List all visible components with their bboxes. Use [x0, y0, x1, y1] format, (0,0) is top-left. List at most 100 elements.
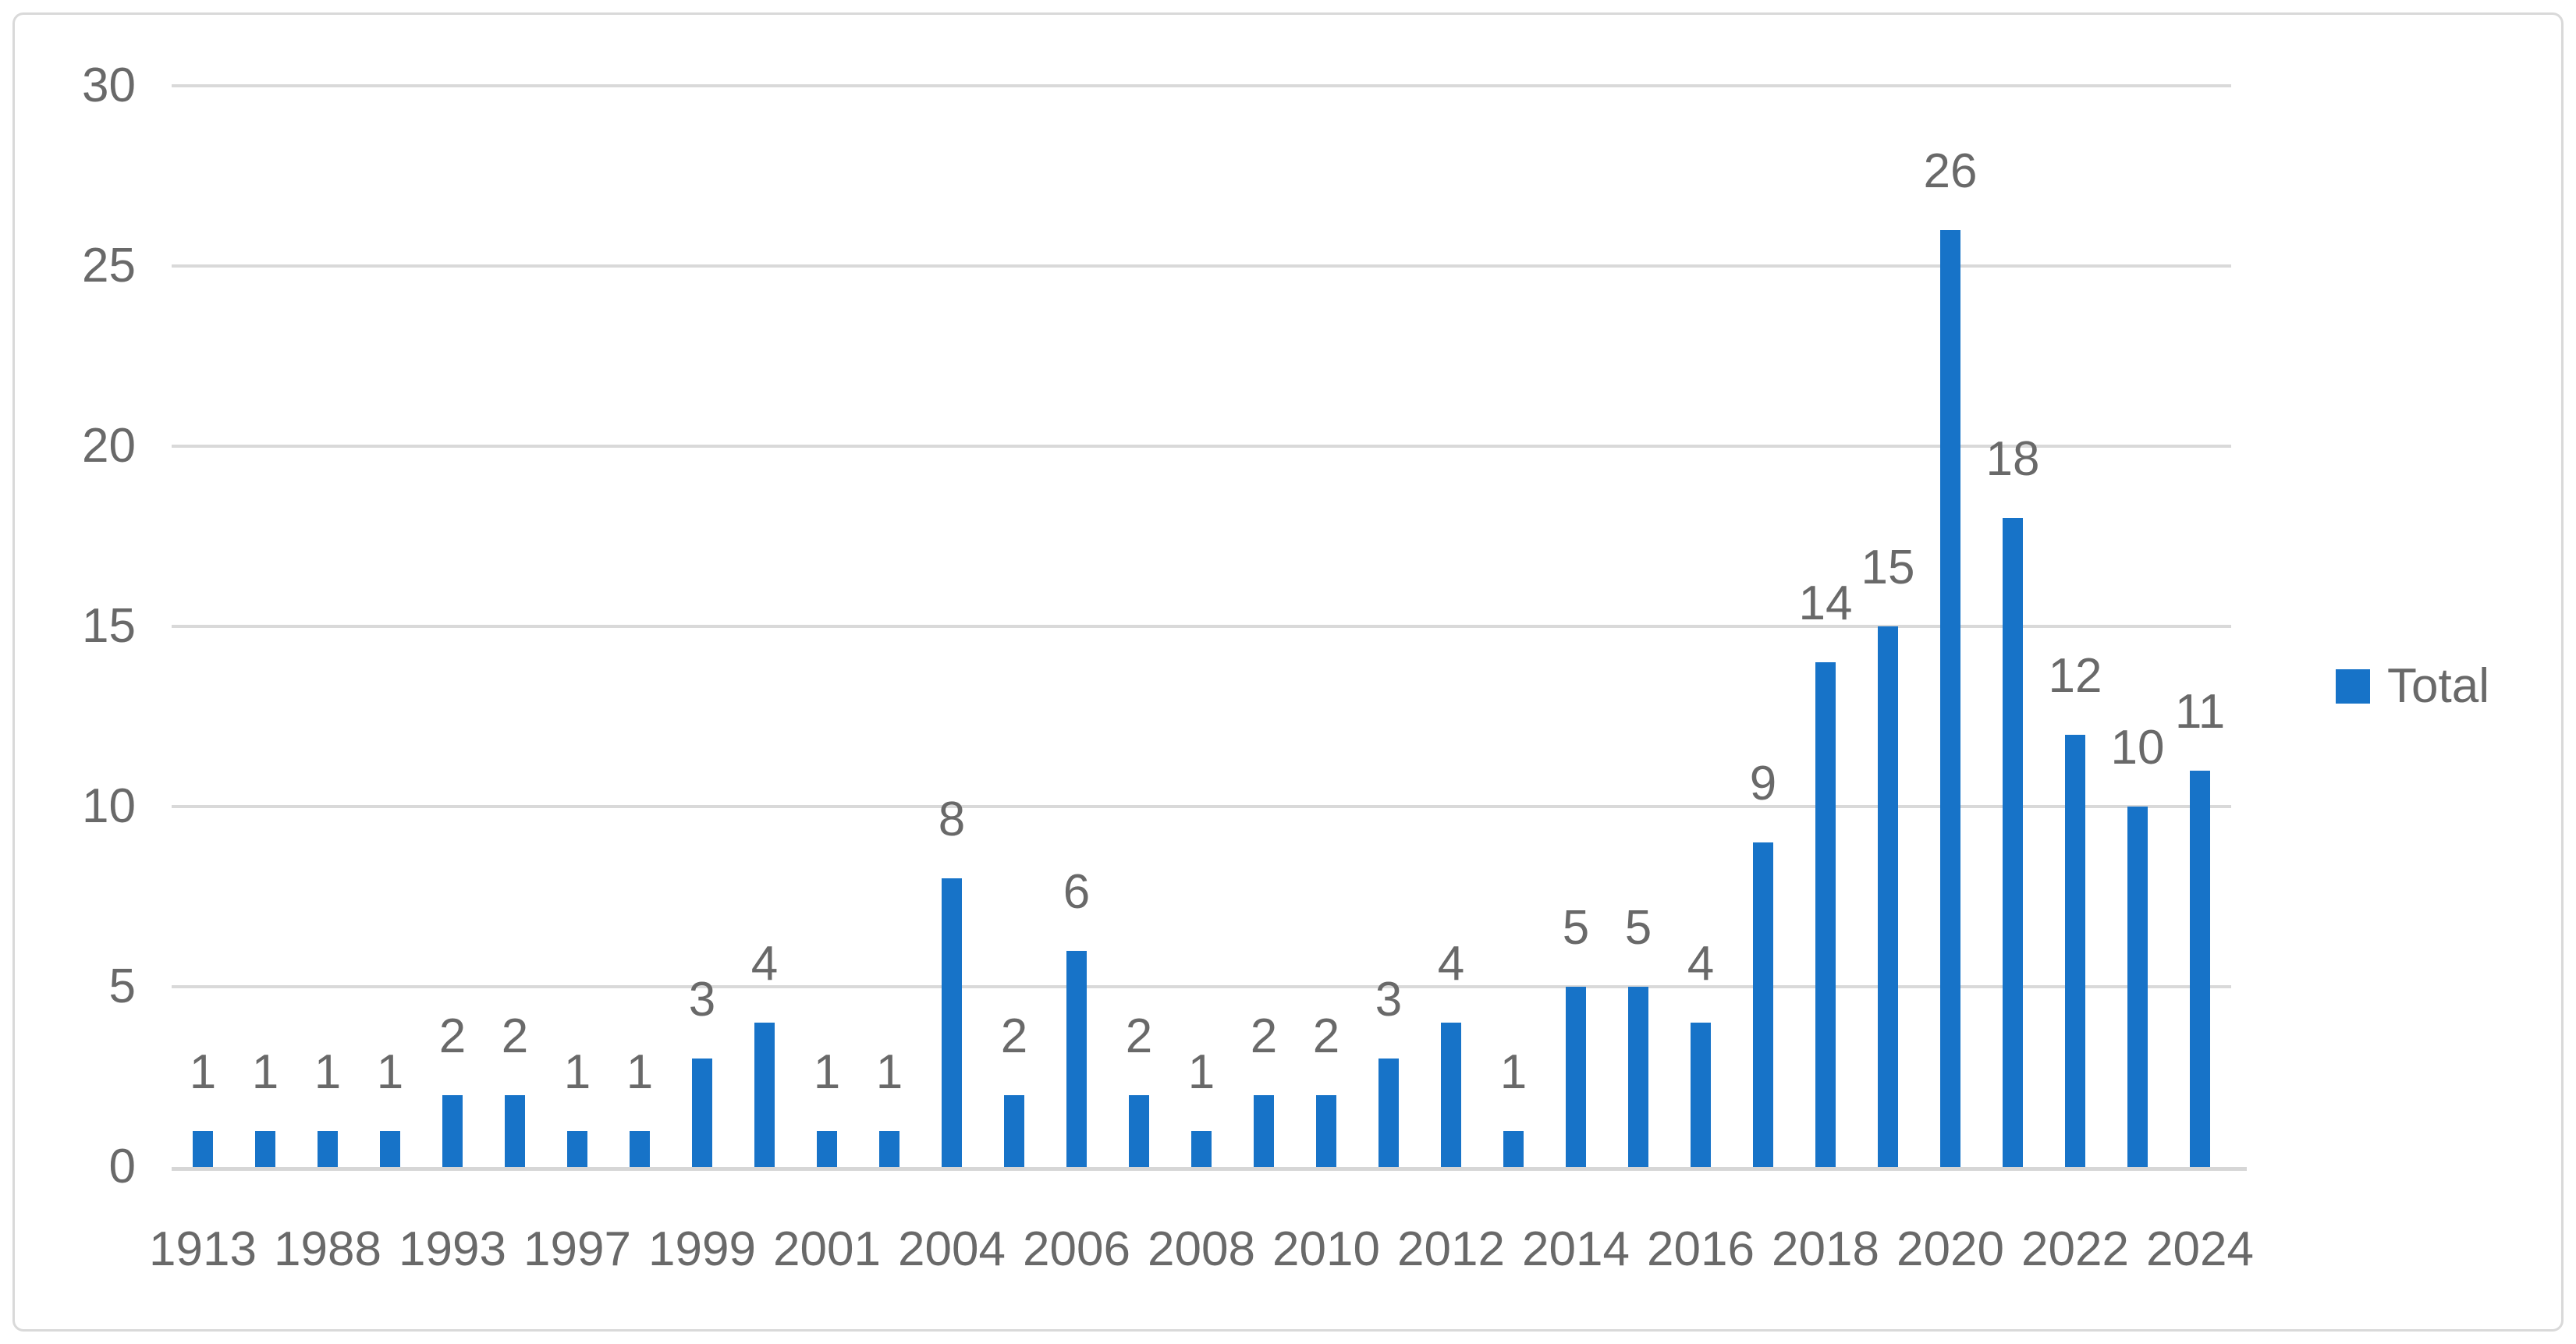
- gridline-y30: [172, 84, 2231, 87]
- x-axis-tick-label: 2020: [1897, 1222, 2004, 1276]
- bar: [692, 1059, 712, 1167]
- bar-data-label: 4: [750, 937, 779, 991]
- bar-data-label: 2: [438, 1009, 467, 1063]
- bar-data-label: 1: [626, 1044, 654, 1099]
- x-axis-tick-label: 2010: [1272, 1222, 1380, 1276]
- bar: [2003, 518, 2023, 1167]
- x-axis-tick-label: 1913: [149, 1222, 257, 1276]
- x-axis-tick-label: 2008: [1148, 1222, 1255, 1276]
- bar: [2065, 734, 2085, 1167]
- bar-data-label: 8: [938, 793, 966, 847]
- y-axis-tick-label: 0: [108, 1140, 136, 1193]
- bar: [2190, 770, 2210, 1167]
- bar-data-label: 4: [1437, 937, 1465, 991]
- legend: Total: [2336, 662, 2489, 711]
- bar: [442, 1094, 463, 1167]
- bar: [754, 1023, 775, 1167]
- bar-data-label: 2: [1000, 1009, 1028, 1063]
- y-axis-tick-label: 15: [82, 599, 136, 653]
- bar-data-label: 2: [1312, 1009, 1340, 1063]
- x-axis-tick-label: 1993: [399, 1222, 506, 1276]
- bar: [567, 1130, 587, 1167]
- bar: [1940, 229, 1960, 1167]
- bar: [1191, 1130, 1212, 1167]
- bar-data-label: 1: [813, 1044, 841, 1099]
- x-axis-tick-label: 2012: [1397, 1222, 1505, 1276]
- bar: [1254, 1094, 1274, 1167]
- bar: [1066, 950, 1087, 1167]
- y-axis-tick-label: 10: [82, 779, 136, 833]
- bar: [318, 1130, 338, 1167]
- bar: [193, 1130, 213, 1167]
- bar-data-label: 1: [376, 1044, 404, 1099]
- bar: [255, 1130, 275, 1167]
- legend-swatch-icon: [2336, 669, 2370, 704]
- bar: [1878, 626, 1898, 1167]
- bar-data-label: 1: [189, 1044, 217, 1099]
- bar-data-label: 26: [1923, 144, 1978, 198]
- gridline-y15: [172, 625, 2231, 628]
- y-axis-tick-label: 5: [108, 959, 136, 1013]
- bar: [2127, 807, 2148, 1167]
- bar: [1316, 1094, 1336, 1167]
- bar-data-label: 5: [1562, 901, 1590, 955]
- bar: [817, 1130, 837, 1167]
- bar: [942, 878, 962, 1167]
- bar-data-label: 1: [1499, 1044, 1528, 1099]
- gridline-y20: [172, 445, 2231, 448]
- bar: [879, 1130, 899, 1167]
- x-axis-tick-label: 2014: [1522, 1222, 1630, 1276]
- bar: [1378, 1059, 1399, 1167]
- bar: [630, 1130, 650, 1167]
- x-axis-tick-label: 2004: [898, 1222, 1006, 1276]
- plot-area: 1 1 1 1 2 2 1 1 3 4 1 1 8 2 6 2 1 2 2 3 4 1 5 5 4 9 14 15 26 18 12 10 11: [172, 86, 2231, 1167]
- bar: [380, 1130, 400, 1167]
- bar: [1503, 1130, 1524, 1167]
- y-axis-tick-label: 20: [82, 419, 136, 473]
- bar-data-label: 2: [501, 1009, 529, 1063]
- bar: [1815, 662, 1836, 1167]
- bar: [505, 1094, 525, 1167]
- y-axis-tick-label: 30: [82, 59, 136, 112]
- gridline-y25: [172, 264, 2231, 268]
- bar: [1004, 1094, 1024, 1167]
- bar-data-label: 1: [251, 1044, 279, 1099]
- bar: [1628, 987, 1648, 1167]
- bar-data-label: 2: [1125, 1009, 1153, 1063]
- gridline-y10: [172, 805, 2231, 808]
- bar-data-label: 18: [1985, 432, 2040, 487]
- bar-data-label: 1: [314, 1044, 342, 1099]
- x-axis-tick-label: 1999: [648, 1222, 756, 1276]
- bar: [1691, 1023, 1711, 1167]
- bar-data-label: 9: [1749, 757, 1777, 811]
- x-axis-tick-label: 1988: [274, 1222, 381, 1276]
- bar-data-label: 3: [688, 973, 716, 1027]
- bar-data-label: 1: [875, 1044, 903, 1099]
- bar-data-label: 15: [1861, 541, 1915, 594]
- x-axis-tick-label: 2006: [1023, 1222, 1130, 1276]
- bar-data-label: 5: [1624, 901, 1652, 955]
- bar-data-label: 2: [1250, 1009, 1278, 1063]
- gridline-y5: [172, 985, 2231, 988]
- bar-data-label: 3: [1375, 973, 1403, 1027]
- y-axis-tick-label: 25: [82, 239, 136, 293]
- bar-data-label: 14: [1798, 576, 1853, 631]
- x-axis-tick-label: 2024: [2146, 1222, 2254, 1276]
- x-axis-tick-label: 1997: [523, 1222, 631, 1276]
- x-axis-line: [172, 1167, 2247, 1171]
- bar-data-label: 6: [1063, 864, 1091, 919]
- bar-data-label: 1: [563, 1044, 591, 1099]
- x-axis-tick-label: 2016: [1647, 1222, 1755, 1276]
- bar-data-label: 4: [1687, 937, 1715, 991]
- bar: [1566, 987, 1586, 1167]
- legend-label: Total: [2387, 659, 2489, 713]
- bar-data-label: 12: [2048, 648, 2102, 703]
- x-axis-tick-label: 2018: [1772, 1222, 1879, 1276]
- x-axis-tick-label: 2022: [2021, 1222, 2129, 1276]
- bar: [1129, 1094, 1149, 1167]
- bar: [1753, 842, 1773, 1167]
- bar: [1441, 1023, 1461, 1167]
- bar-data-label: 10: [2110, 721, 2165, 775]
